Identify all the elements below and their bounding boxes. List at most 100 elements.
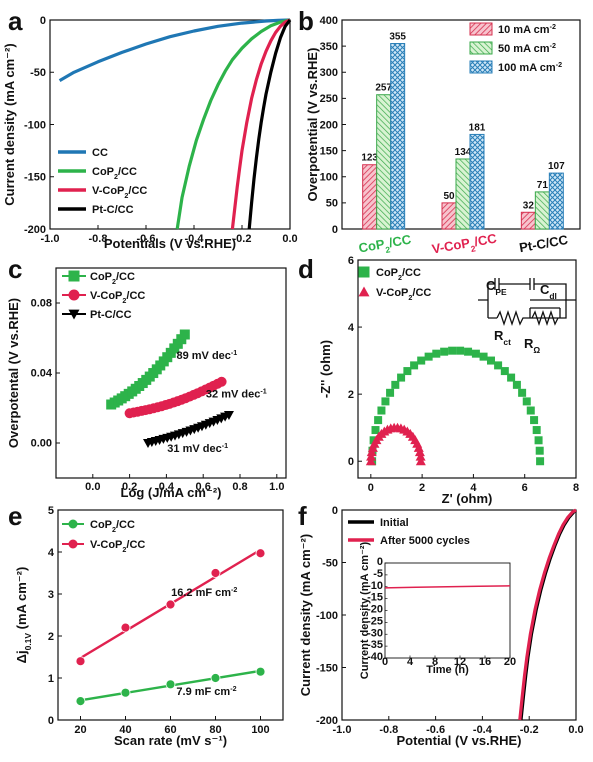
x-tick-label: 100 [251,724,269,736]
x-tick-label: -0.2 [233,233,252,245]
y-tick-label: 3 [48,589,54,601]
x-tick-label: 40 [119,724,131,736]
data-point [530,416,539,425]
legend-marker [68,289,80,301]
y-tick-label: 0 [48,715,54,727]
circuit-label-cpe: CPE [486,278,507,297]
series-line [247,19,292,230]
data-point [432,349,441,358]
data-point [507,373,516,382]
bar [455,158,471,230]
circuit-label-cdl: Cdl [540,282,557,301]
data-point [75,696,86,706]
inset-y-tick-label: -10 [367,580,383,592]
y-tick-label: 0 [40,15,46,27]
y-tick-label: 0.04 [31,368,53,380]
data-point [486,356,495,365]
legend-label: CC [92,147,108,159]
series-line [518,508,577,721]
circuit-label-romega: RΩ [524,336,540,355]
y-tick-label: 0.00 [31,438,52,450]
panel-b: 0 50 100 150 200 250 300 350 400 b Overpotential (… [298,6,581,260]
panel-a: -1.0 -0.8 -0.6 -0.4 -0.2 0.0 -200 -150 -100 -50 0 a… [2,6,298,251]
inset-y-tick-label: 0 [377,556,383,568]
bar-value-label: 32 [523,200,535,211]
x-axis-label: Potential (V vs.RHE) [397,733,522,748]
panel-label-d: d [298,254,314,284]
panel-c: 0.0 0.2 0.4 0.6 0.8 1.0 0.00 0.04 0.08 c Log (J/mA… [6,254,287,500]
data-point [410,361,419,370]
x-tick-label: 0.0 [568,724,583,736]
x-tick-label: 0 [368,482,374,494]
inset-series-line [384,585,511,589]
data-point [464,347,473,356]
y-tick-label: 4 [48,547,55,559]
data-point [417,356,426,365]
series-line [230,18,291,230]
legend-label: V-CoP2/CC [90,290,145,305]
data-point [440,347,449,356]
x-tick-label: 4 [470,482,477,494]
slope-annotation: 89 mV dec-1 [176,349,237,362]
legend-label: V-CoP2/CC [92,185,147,200]
inset-x-tick-label: 4 [407,656,414,668]
data-point [365,456,376,466]
data-point [397,373,406,382]
y-tick-label: 300 [320,67,338,79]
y-tick-label: 350 [320,41,338,53]
slope-annotation: 32 mV dec-1 [206,388,267,401]
data-point [414,447,425,457]
bar-value-label: 181 [469,122,486,133]
y-tick-label: 0 [348,456,354,468]
data-point [500,367,509,376]
y-tick-label: 5 [48,505,54,517]
legend-swatch [469,22,493,36]
bar [548,172,564,230]
y-axis-label: Current density (mA cm⁻²) [298,534,313,696]
x-axis-label: Log (J/mA cm⁻²) [121,485,222,500]
inset-x-tick-label: 16 [479,656,491,668]
legend-marker [68,309,80,320]
bar [469,133,485,230]
y-axis-label: Current density (mA cm⁻²) [2,43,17,205]
data-point [210,673,221,683]
inset-y-tick-label: -15 [367,592,383,604]
legend-label: Initial [380,517,409,529]
x-tick-label: -0.8 [89,233,108,245]
data-point [518,388,527,397]
panel-f: -1.0 -0.8 -0.6 -0.4 -0.2 0.0-200-150-100-500f… [298,501,584,748]
inset-y-tick-label: -20 [367,604,383,616]
plot-frame [357,259,577,479]
bar [441,202,457,230]
series-line [58,18,291,82]
panel-label-c: c [8,254,22,284]
bar [362,164,378,230]
x-axis-label: Scan rate (mV s⁻¹) [114,733,227,748]
y-tick-label: 0.08 [31,298,52,310]
category-label: V-CoP2/CC [431,230,499,260]
panel-label-a: a [8,6,23,36]
data-point [371,426,380,435]
inset-y-tick-label: -25 [367,615,383,627]
circuit-label-rct: Rct [494,328,511,347]
legend-label: 100 mA cm-2 [498,61,562,74]
y-tick-label: -200 [24,224,46,236]
circuit-resistor [496,300,567,327]
panel-d: 0 2 4 6 8 0 2 4 6 d Z' (ohm) -Z'' (ohm) CoP2/CC V-CoP… [298,254,579,506]
data-point [179,329,190,340]
category-label: CoP2/CC [357,231,413,259]
inset-y-axis-label: Current density (mA cm⁻²) [359,541,371,679]
y-tick-label: -200 [316,715,338,727]
inset-y-tick-label: -5 [373,568,383,580]
y-tick-label: -100 [24,119,46,131]
y-tick-label: 4 [348,322,355,334]
x-axis-label: Potentials (V vs.RHE) [104,236,236,251]
slope-annotation: 31 mV dec-1 [167,442,228,455]
inset-x-tick-label: 12 [454,656,466,668]
data-point [532,426,541,435]
inset-x-axis-label: Time (h) [426,664,469,676]
data-point [415,456,426,466]
x-tick-label: -1.0 [333,724,352,736]
circuit-capacitor [494,278,576,301]
legend-swatch [469,60,493,74]
